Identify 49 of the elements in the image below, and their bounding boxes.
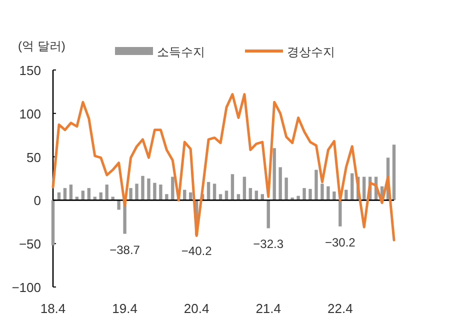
- bar: [362, 176, 366, 200]
- bar: [51, 200, 55, 246]
- bar: [105, 184, 108, 200]
- bar: [326, 186, 330, 200]
- bar: [153, 182, 156, 200]
- data-label: −30.2: [324, 235, 356, 250]
- data-label: −38.7: [110, 242, 140, 257]
- bar: [320, 184, 324, 200]
- bar: [314, 170, 318, 200]
- bar: [147, 178, 150, 200]
- y-tick-label: 100: [19, 106, 41, 122]
- x-tick-label: 18.4: [40, 301, 66, 316]
- bar: [242, 176, 246, 200]
- bar: [141, 176, 144, 200]
- data-label: −40.2: [181, 244, 212, 258]
- y-tick-label: 0: [34, 193, 41, 208]
- x-tick-label: 21.4: [256, 301, 282, 316]
- legend-label: 소득수지: [157, 45, 205, 59]
- bar: [338, 200, 342, 226]
- bar: [69, 184, 73, 200]
- x-tick-label: 20.4: [184, 301, 210, 316]
- y-tick-label: −100: [12, 280, 41, 295]
- legend-label: 경상수지: [287, 45, 335, 59]
- bar: [284, 178, 288, 200]
- bar: [266, 200, 270, 228]
- bar: [302, 188, 306, 200]
- y-tick-label: 50: [26, 150, 41, 165]
- y-tick-label: 150: [19, 63, 41, 78]
- x-tick-label: 22.4: [328, 301, 353, 316]
- bar: [392, 144, 396, 200]
- bar: [171, 176, 174, 200]
- bar: [206, 182, 210, 200]
- bar: [117, 200, 120, 210]
- bar: [308, 188, 312, 200]
- bar: [332, 192, 336, 200]
- bar: [129, 188, 132, 200]
- bar: [230, 174, 234, 200]
- bar: [278, 167, 282, 200]
- bar: [135, 184, 138, 200]
- bar: [272, 148, 276, 200]
- bar: [350, 173, 354, 200]
- data-label: −32.3: [253, 237, 284, 252]
- bar: [159, 184, 162, 200]
- y-axis-title: (억 달러): [18, 39, 66, 53]
- bar: [212, 184, 216, 200]
- x-tick-label: 19.4: [112, 301, 138, 316]
- bar: [165, 194, 168, 200]
- bar: [111, 196, 114, 200]
- y-tick-label: −50: [18, 236, 41, 252]
